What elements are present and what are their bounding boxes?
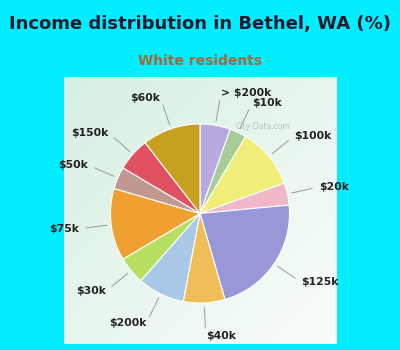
Wedge shape (141, 214, 200, 301)
Wedge shape (145, 124, 200, 214)
Text: $50k: $50k (58, 160, 88, 170)
Wedge shape (200, 136, 284, 214)
Text: City-Data.com: City-Data.com (236, 122, 290, 131)
Text: Income distribution in Bethel, WA (%): Income distribution in Bethel, WA (%) (9, 15, 391, 33)
Text: $60k: $60k (130, 93, 160, 103)
Wedge shape (200, 205, 290, 300)
Text: $100k: $100k (294, 131, 332, 141)
Text: $150k: $150k (71, 128, 108, 138)
Text: $40k: $40k (206, 331, 236, 341)
Wedge shape (183, 214, 225, 303)
Wedge shape (200, 129, 246, 214)
Wedge shape (114, 168, 200, 214)
Text: > $200k: > $200k (221, 88, 271, 98)
Wedge shape (200, 183, 289, 214)
Text: White residents: White residents (138, 55, 262, 69)
Wedge shape (110, 189, 200, 259)
Wedge shape (200, 124, 230, 214)
Text: $75k: $75k (49, 224, 79, 234)
Wedge shape (123, 143, 200, 214)
Text: $20k: $20k (319, 182, 349, 192)
Text: $30k: $30k (76, 286, 106, 296)
Wedge shape (123, 214, 200, 281)
Text: $10k: $10k (252, 98, 282, 108)
Text: $200k: $200k (109, 318, 146, 328)
Text: $125k: $125k (301, 277, 338, 287)
